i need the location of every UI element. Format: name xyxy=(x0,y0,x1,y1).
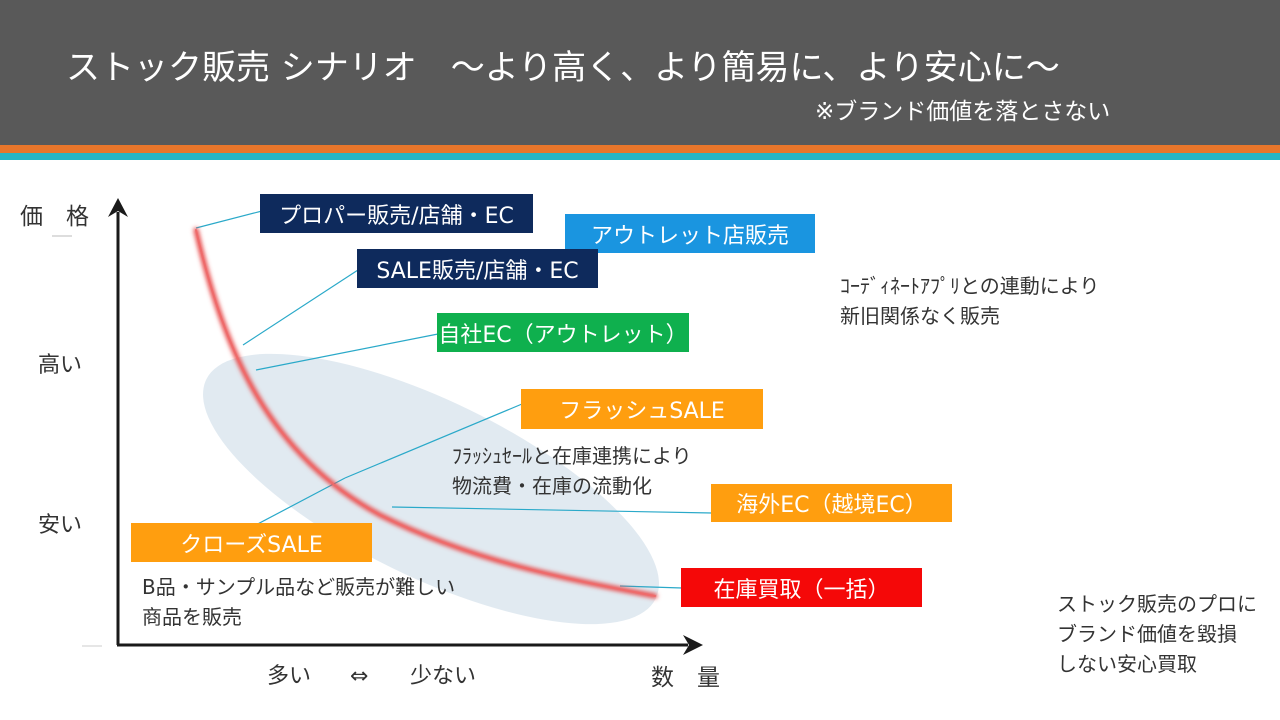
x-axis-few-label: 少ない xyxy=(410,664,477,689)
connector-flash xyxy=(344,403,523,479)
page-subtitle: ※ブランド価値を落とさない xyxy=(815,99,1111,125)
note-pro-line-3: しない安心買取 xyxy=(1057,652,1197,676)
x-axis-many-label: 多い xyxy=(267,664,312,689)
note-flash-line-1: ﾌﾗｯｼｭｾｰﾙと在庫連携により xyxy=(452,444,692,468)
header-teal-stripe xyxy=(0,153,1280,160)
note-closed-sale: B品・サンプル品など販売が難しい 商品を販売 xyxy=(142,572,455,632)
connector-overseas xyxy=(391,506,713,514)
header-orange-stripe xyxy=(0,145,1280,153)
box-inventory-buyout: 在庫買取（一括） xyxy=(681,568,922,607)
y-axis-title: 価 格 xyxy=(20,204,89,230)
box-flash-sale: フラッシュSALE xyxy=(521,389,763,429)
x-axis-title: 数 量 xyxy=(651,665,720,691)
note-flash-line-2: 物流費・在庫の流動化 xyxy=(452,474,652,498)
box-own-ec: 自社EC（アウトレット） xyxy=(437,313,689,352)
y-axis-arrow xyxy=(108,198,128,217)
y-axis-low-label: 安い xyxy=(38,513,83,538)
box-outlet-store: アウトレット店販売 xyxy=(565,214,815,253)
box-proper-sales: プロパー販売/店舗・EC xyxy=(260,194,533,233)
x-axis-arrow xyxy=(683,635,703,655)
note-coordinate-line-1: ｺｰﾃﾞｨﾈｰﾄｱﾌﾟﾘとの連動により xyxy=(840,274,1100,298)
note-pro-line-1: ストック販売のプロに xyxy=(1057,592,1257,616)
note-closed-line-2: 商品を販売 xyxy=(142,605,242,629)
note-closed-line-1: B品・サンプル品など販売が難しい xyxy=(142,575,456,599)
connector-closed xyxy=(251,477,346,528)
connector-proper xyxy=(195,210,263,229)
note-flash-sale: ﾌﾗｯｼｭｾｰﾙと在庫連携により 物流費・在庫の流動化 xyxy=(452,441,692,501)
target-zone-ellipse xyxy=(203,353,659,625)
axes xyxy=(108,198,703,655)
header-bar xyxy=(0,0,1280,145)
connector-own-ec xyxy=(255,333,439,371)
box-closed-sale: クローズSALE xyxy=(131,523,372,562)
box-overseas-ec: 海外EC（越境EC） xyxy=(711,484,952,522)
note-coordinate-app: ｺｰﾃﾞｨﾈｰﾄｱﾌﾟﾘとの連動により 新旧関係なく販売 xyxy=(840,271,1099,331)
connector-buyout xyxy=(619,585,683,589)
note-professional-buyout: ストック販売のプロに ブランド価値を毀損 しない安心買取 xyxy=(1057,589,1257,679)
page-title: ストック販売 シナリオ ～より高く、より簡易に、より安心に～ xyxy=(66,48,1060,88)
box-sale-sales: SALE販売/店舗・EC xyxy=(357,249,598,288)
connector-sale xyxy=(242,269,359,346)
note-pro-line-2: ブランド価値を毀損 xyxy=(1057,622,1237,646)
note-coordinate-line-2: 新旧関係なく販売 xyxy=(840,304,1000,328)
x-axis-arrow-symbol: ⇔ xyxy=(350,664,369,689)
y-axis-high-label: 高い xyxy=(38,353,83,378)
